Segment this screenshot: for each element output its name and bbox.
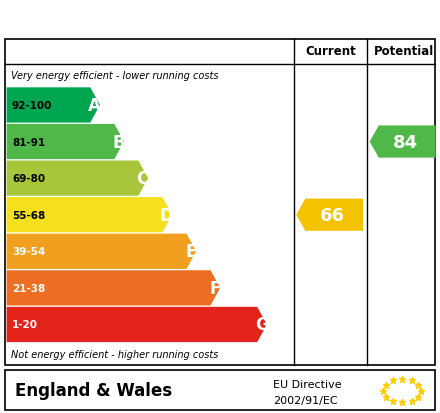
Text: C: C [136, 170, 149, 188]
Polygon shape [7, 161, 148, 196]
Text: E: E [185, 243, 197, 261]
Text: Potential: Potential [374, 45, 434, 58]
Text: F: F [209, 279, 220, 297]
Polygon shape [7, 197, 172, 233]
Text: 84: 84 [393, 133, 418, 151]
Polygon shape [7, 88, 100, 123]
Polygon shape [7, 307, 267, 342]
Text: Very energy efficient - lower running costs: Very energy efficient - lower running co… [11, 71, 219, 81]
Text: 92-100: 92-100 [12, 101, 52, 111]
Text: 21-38: 21-38 [12, 283, 45, 293]
Text: EU Directive: EU Directive [273, 380, 341, 389]
Polygon shape [7, 271, 220, 306]
Text: 39-54: 39-54 [12, 247, 45, 256]
Text: 2002/91/EC: 2002/91/EC [273, 395, 337, 405]
Text: D: D [160, 206, 174, 224]
Text: 1-20: 1-20 [12, 320, 38, 330]
Text: 66: 66 [320, 206, 345, 224]
Text: B: B [112, 133, 125, 151]
Bar [5, 370, 435, 410]
Text: England & Wales: England & Wales [15, 381, 172, 399]
Text: A: A [88, 97, 101, 115]
Text: 81-91: 81-91 [12, 137, 45, 147]
Polygon shape [370, 126, 436, 158]
Polygon shape [7, 234, 196, 269]
Text: Not energy efficient - higher running costs: Not energy efficient - higher running co… [11, 349, 218, 359]
Polygon shape [7, 125, 124, 160]
Text: G: G [255, 316, 268, 334]
Polygon shape [296, 199, 363, 231]
Text: Current: Current [305, 45, 356, 58]
Text: Energy Efficiency Rating: Energy Efficiency Rating [76, 9, 364, 29]
Text: 69-80: 69-80 [12, 174, 45, 184]
Text: 55-68: 55-68 [12, 210, 45, 220]
